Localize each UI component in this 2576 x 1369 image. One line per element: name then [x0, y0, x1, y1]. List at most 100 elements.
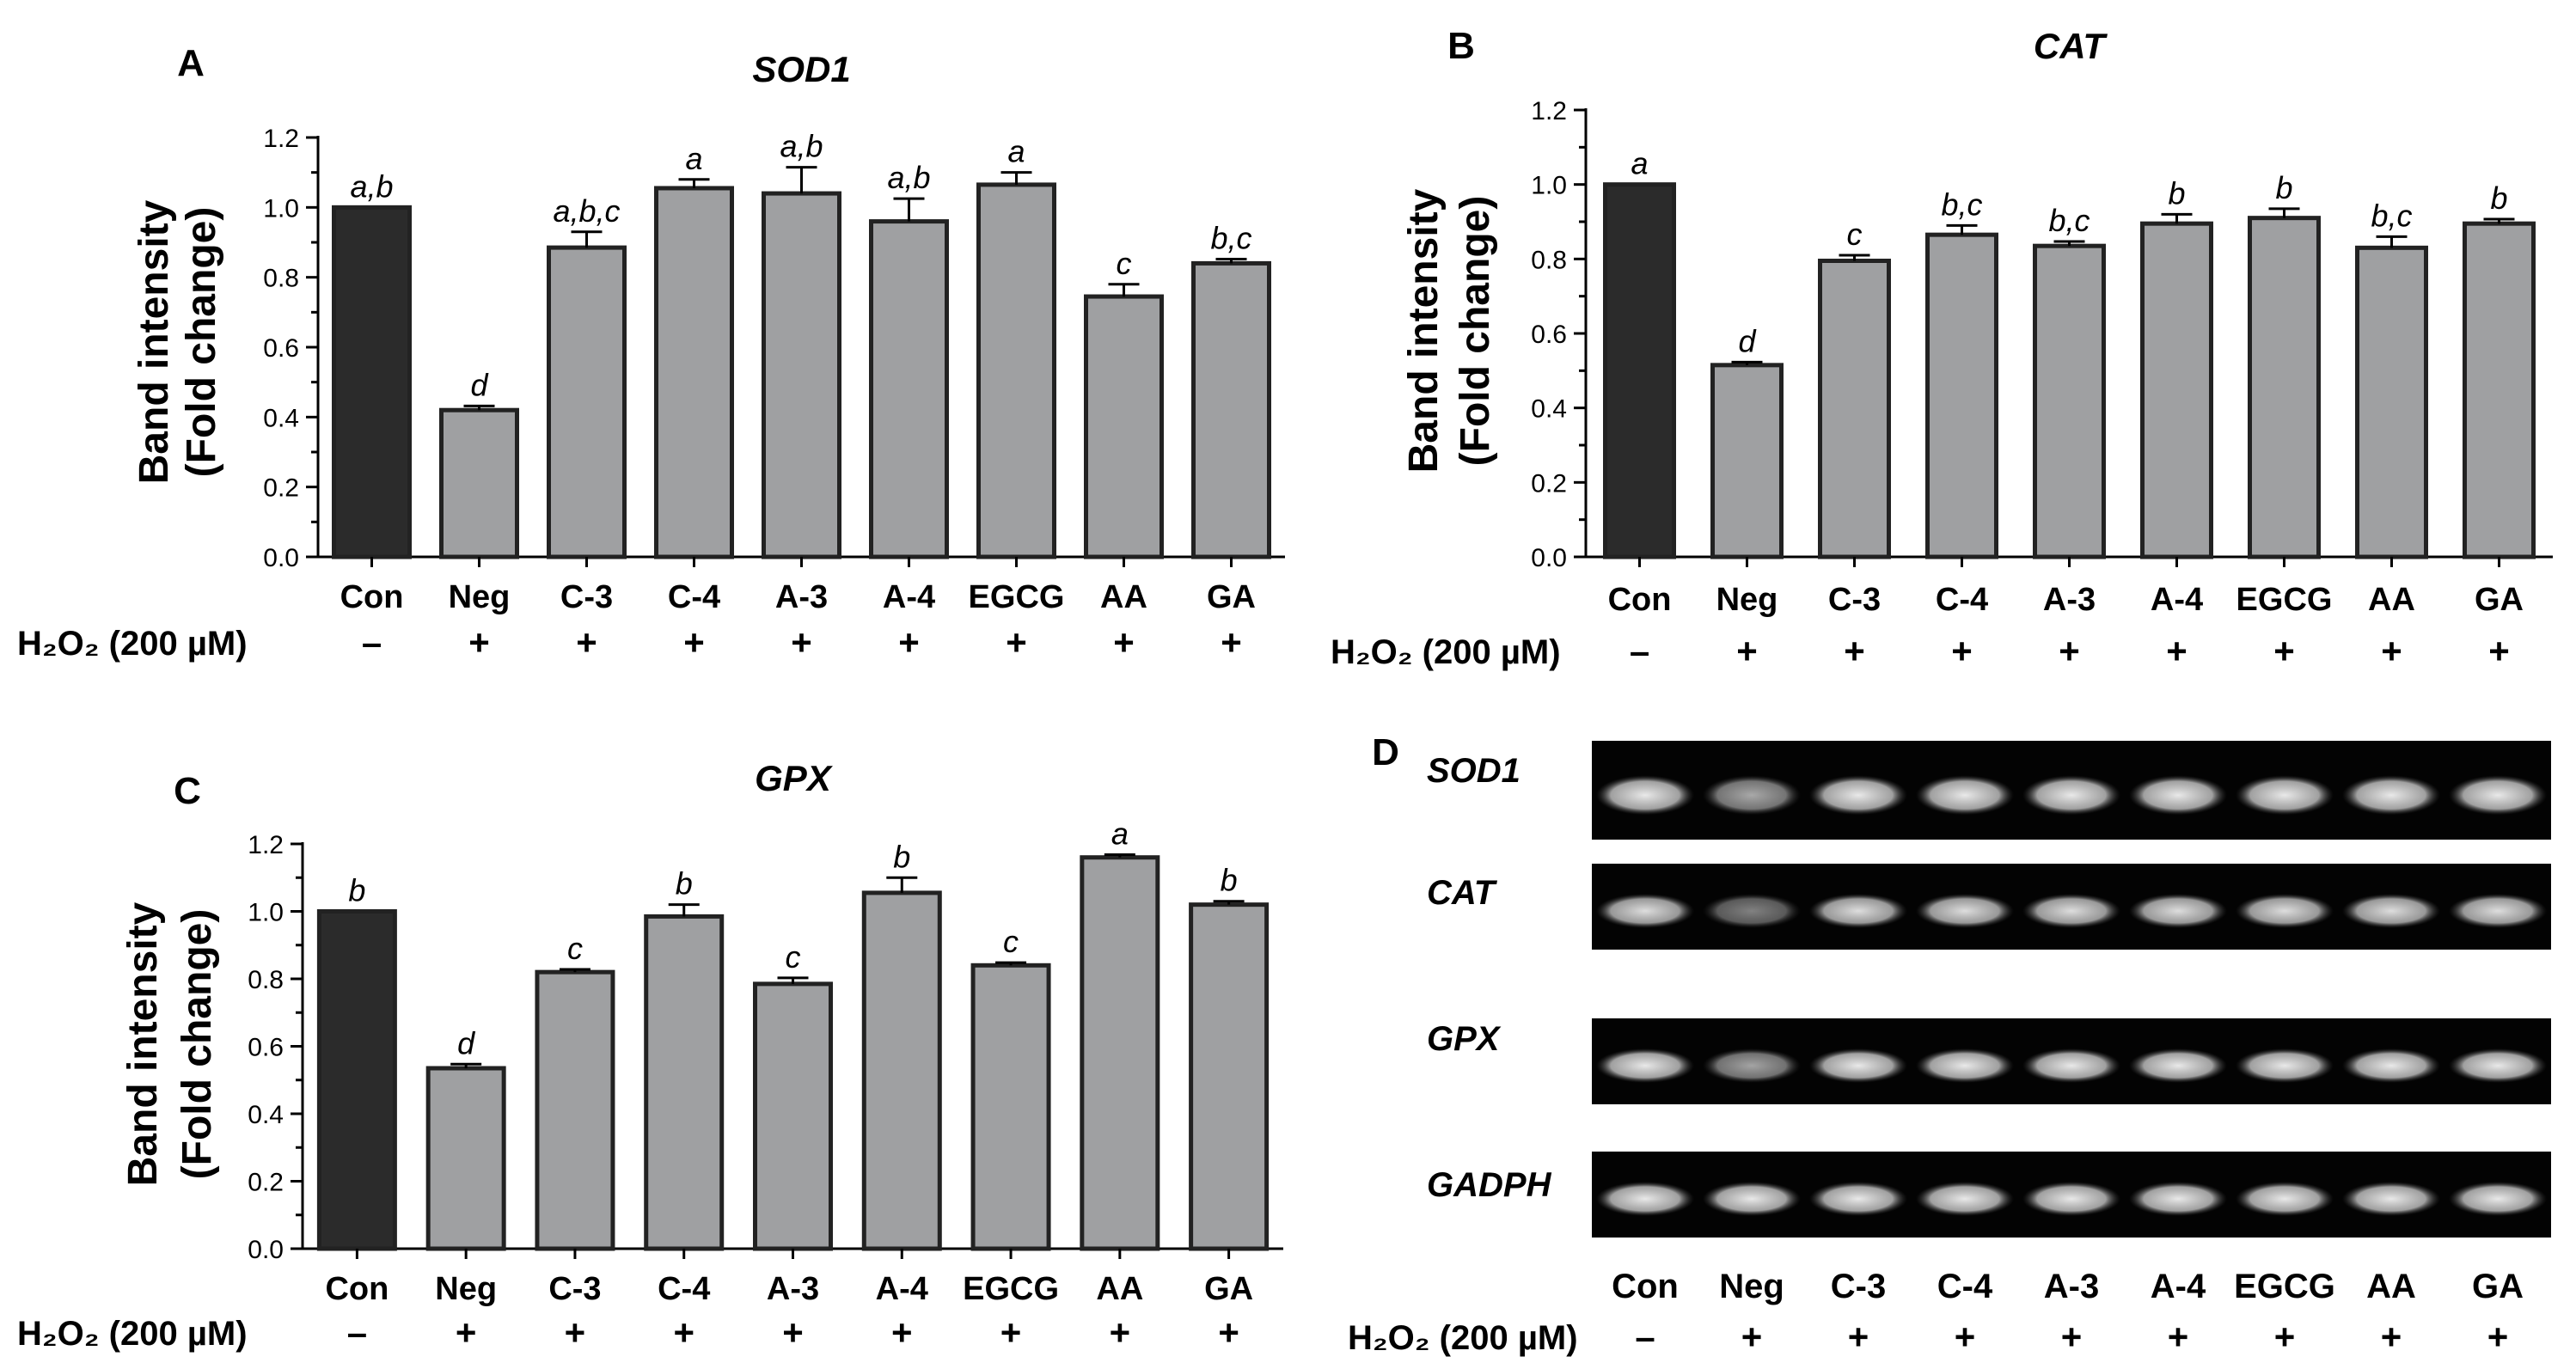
gel-band [1702, 775, 1802, 816]
x-tick-label: C-4 [668, 579, 720, 615]
h2o2-sign: + [791, 622, 812, 663]
panel-a-sod1-chart: A SOD1 Band intensity (Fold change) 0.0 0.2 0.… [17, 42, 1285, 663]
y-tick-label: 0.6 [1531, 321, 1567, 349]
significance-label: b,c [2048, 203, 2090, 238]
gel-band [2022, 775, 2121, 816]
h2o2-row-label: H₂O₂ (200 µM) [1331, 633, 1561, 671]
gel-band [2022, 1182, 2121, 1216]
y-tick-label: 0.8 [1531, 246, 1567, 274]
h2o2-sign: + [2061, 1317, 2083, 1357]
bar-a-4 [2140, 221, 2213, 559]
x-tick-label: EGCG [969, 579, 1065, 615]
bar-egcg [970, 963, 1051, 1251]
significance-label: b,c [1941, 186, 1982, 222]
gel-band [1808, 1048, 1908, 1083]
y-tick-label: 0.2 [248, 1169, 284, 1197]
significance-label: b,c [1210, 221, 1251, 256]
h2o2-sign: – [347, 1312, 367, 1353]
panel-letter: B [1447, 25, 1475, 67]
x-tick-label: EGCG [2236, 582, 2333, 618]
y-tick-label: 0.8 [263, 265, 299, 293]
h2o2-sign: + [1951, 631, 1973, 671]
gel-lane-label: Neg [1719, 1268, 1784, 1305]
h2o2-sign: + [1848, 1317, 1869, 1357]
y-tick-label: 0.8 [248, 966, 284, 994]
x-tick-label: A-3 [767, 1271, 819, 1307]
gel-band [1808, 894, 1908, 928]
h2o2-sign: + [1006, 622, 1027, 663]
y-tick-label: 0.0 [248, 1236, 284, 1264]
panel-letter: D [1372, 731, 1399, 773]
y-tick-label: 0.6 [248, 1034, 284, 1062]
gel-band [2128, 1048, 2228, 1083]
bar-con [1603, 182, 1676, 559]
y-tick-label: 1.2 [263, 125, 299, 153]
significance-label: a,b [350, 168, 393, 204]
x-tick-label: A-3 [775, 579, 828, 615]
panel-c-gpx-chart: C GPX Band intensity (Fold change) 0.0 0.2 0.4… [17, 758, 1283, 1353]
significance-label: b [2168, 175, 2185, 211]
h2o2-sign: + [1741, 1317, 1763, 1357]
significance-label: c [1847, 217, 1863, 252]
h2o2-sign: + [456, 1312, 477, 1353]
h2o2-sign: + [468, 622, 490, 663]
gel-band [2448, 1048, 2548, 1083]
h2o2-sign: + [576, 622, 597, 663]
gel-band [1915, 894, 2015, 928]
gel-band [2235, 894, 2334, 928]
gel-band [2022, 894, 2121, 928]
bar-con [332, 205, 412, 559]
gel-band [1595, 894, 1695, 928]
significance-label: a,b,c [553, 193, 620, 229]
chart-title: SOD1 [752, 49, 850, 89]
x-tick-label: Con [325, 1271, 389, 1307]
h2o2-sign: + [2168, 1317, 2189, 1357]
gel-row-label-gadph: GADPH [1427, 1166, 1552, 1204]
significance-label: b [348, 873, 365, 908]
h2o2-row-label: H₂O₂ (200 µM) [17, 625, 248, 663]
y-tick-label: 0.0 [1531, 544, 1567, 572]
gel-band [1915, 1182, 2015, 1216]
h2o2-sign: + [1955, 1317, 1976, 1357]
significance-label: a [1111, 816, 1129, 852]
h2o2-sign: – [1635, 1317, 1655, 1357]
gel-band [2341, 1048, 2441, 1083]
h2o2-row-label: H₂O₂ (200 µM) [1348, 1319, 1578, 1357]
significance-label: d [457, 1025, 475, 1060]
y-axis-label-units: (Fold change) [1453, 196, 1498, 467]
h2o2-sign: + [891, 1312, 913, 1353]
y-tick-label: 1.2 [1531, 97, 1567, 125]
bar-con [316, 909, 397, 1251]
x-tick-label: A-4 [883, 579, 935, 615]
gel-band [2235, 1182, 2334, 1216]
h2o2-sign: + [1218, 1312, 1239, 1353]
bar-c-3 [1818, 259, 1891, 559]
bar-c-4 [1925, 232, 1998, 559]
x-tick-label: GA [1207, 579, 1256, 615]
y-tick-label: 1.0 [248, 899, 284, 927]
h2o2-sign: + [1110, 1312, 1131, 1353]
y-tick-label: 1.0 [263, 194, 299, 223]
gel-band [2128, 1182, 2228, 1216]
h2o2-sign: + [782, 1312, 804, 1353]
h2o2-sign: + [565, 1312, 586, 1353]
gel-band [1702, 1048, 1802, 1083]
x-tick-label: C-3 [548, 1271, 601, 1307]
gel-band [1595, 1048, 1695, 1083]
x-tick-label: Neg [1716, 582, 1778, 618]
bar-c-4 [644, 914, 725, 1251]
significance-label: a,b [780, 129, 823, 164]
gel-lane-label: A-4 [2151, 1268, 2206, 1305]
gel-lane-label: A-3 [2044, 1268, 2099, 1305]
bar-ga [2463, 221, 2536, 559]
significance-label: a [1007, 134, 1025, 169]
gel-band [1915, 1048, 2015, 1083]
gel-band [2341, 1182, 2441, 1216]
x-tick-label: AA [1100, 579, 1147, 615]
y-tick-label: 0.6 [263, 334, 299, 363]
bar-neg [439, 407, 519, 559]
panel-letter: C [174, 770, 201, 812]
significance-label: a [685, 141, 702, 176]
significance-label: b [676, 866, 693, 901]
bar-c-4 [654, 186, 734, 559]
